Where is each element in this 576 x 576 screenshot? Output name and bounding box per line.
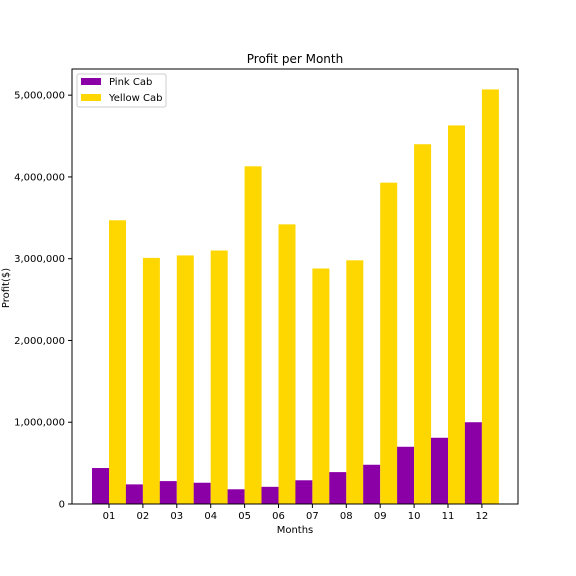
x-tick-label-02: 02 [137,511,150,522]
y-tick-label-4: 4,000,000 [14,172,65,183]
plot-frame [71,68,519,505]
bar-pink-cab-11 [431,437,448,504]
legend-swatch-pink-cab [81,78,101,85]
bar-yellow-cab-02 [142,257,160,504]
x-tick-label-01: 01 [103,511,116,522]
x-tick-label-12: 12 [476,511,489,522]
x-tick-label-06: 06 [272,511,285,522]
bar-yellow-cab-12 [481,89,499,505]
bar-pink-cab-01 [92,468,109,504]
x-tick-label-05: 05 [238,511,251,522]
chart-title: Profit per Month [247,52,343,66]
legend: Pink Cab Yellow Cab [76,73,167,108]
y-tick-label-1: 1,000,000 [14,418,65,429]
bar-pink-cab-07 [295,480,313,504]
bar-pink-cab-06 [261,486,279,504]
legend-label-pink-cab: Pink Cab [109,77,152,88]
bar-yellow-cab-08 [346,260,364,504]
y-tick-label-0: 0 [59,500,65,511]
bar-pink-cab-12 [464,422,482,504]
bar-yellow-cab-11 [448,125,465,504]
x-tick-label-04: 04 [204,511,217,522]
bar-yellow-cab-09 [380,182,398,505]
bar-pink-cab-04 [193,482,211,504]
bars-layer [92,89,499,505]
y-tick-label-5: 5,000,000 [14,91,65,102]
y-tick-label-2: 2,000,000 [14,336,65,347]
x-tick-label-08: 08 [340,511,353,522]
bar-pink-cab-08 [329,472,347,504]
bar-pink-cab-09 [363,464,381,504]
bar-yellow-cab-03 [176,255,194,504]
bar-pink-cab-10 [397,446,415,504]
legend-swatch-yellow-cab [81,94,101,101]
bar-yellow-cab-05 [244,166,262,505]
x-tick-label-07: 07 [306,511,319,522]
x-tick-label-10: 10 [408,511,421,522]
bar-yellow-cab-01 [109,220,126,504]
x-tick-label-03: 03 [170,511,183,522]
bar-yellow-cab-10 [414,144,432,504]
bar-yellow-cab-04 [210,250,228,504]
x-axis: 01 02 03 04 05 06 07 08 09 10 11 12 [103,504,489,522]
legend-label-yellow-cab: Yellow Cab [108,93,162,104]
bar-pink-cab-05 [227,489,245,504]
x-tick-label-09: 09 [374,511,387,522]
y-axis-label: Profit($) [1,268,12,308]
x-axis-label: Months [277,525,314,536]
y-axis: 0 1,000,000 2,000,000 3,000,000 4,000,000 5,0… [14,91,72,511]
bar-pink-cab-03 [159,481,177,504]
y-tick-label-3: 3,000,000 [14,254,65,265]
bar-yellow-cab-07 [312,268,330,504]
bar-pink-cab-02 [125,484,143,504]
x-tick-label-11: 11 [442,511,455,522]
bar-yellow-cab-06 [278,224,296,504]
